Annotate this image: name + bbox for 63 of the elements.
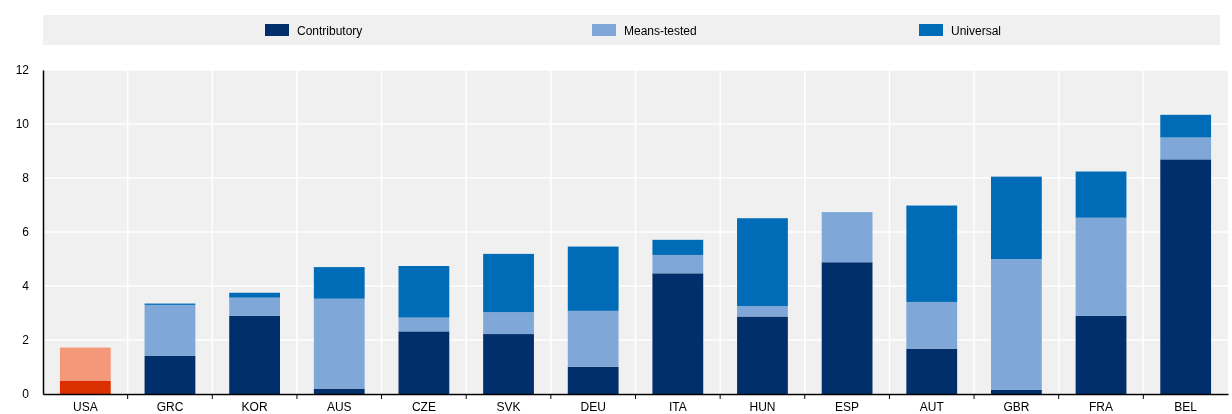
bar — [398, 317, 450, 332]
y-tick-label: 0 — [22, 387, 30, 402]
legend-label: Universal — [951, 24, 1002, 38]
x-tick-label: SVK — [496, 399, 521, 414]
x-tick-label: CZE — [411, 399, 436, 414]
x-tick-label: GRC — [156, 399, 184, 414]
bar — [483, 334, 534, 394]
bar — [398, 266, 450, 318]
bar — [229, 297, 280, 316]
bar — [59, 380, 111, 394]
bar — [737, 218, 788, 306]
bar — [1075, 315, 1127, 394]
bar — [821, 262, 873, 394]
bar — [652, 239, 704, 255]
x-tick-label: KOR — [241, 399, 268, 414]
bar — [991, 176, 1042, 259]
bar — [483, 312, 534, 335]
bar — [144, 304, 196, 356]
bar — [1075, 171, 1127, 218]
y-tick-label: 12 — [15, 63, 30, 78]
bar — [737, 316, 788, 394]
bar — [821, 213, 873, 263]
bar — [483, 253, 534, 313]
bar — [144, 355, 196, 394]
bar — [1160, 137, 1212, 160]
x-tick-label: USA — [72, 399, 98, 414]
x-tick-label: AUS — [326, 399, 352, 414]
bar — [652, 254, 704, 274]
bar — [567, 246, 619, 311]
x-tick-label: GBR — [1003, 399, 1030, 414]
y-tick-label: 10 — [15, 117, 30, 132]
x-tick-label: ITA — [668, 399, 687, 414]
bar — [229, 292, 280, 298]
bar — [1075, 217, 1127, 316]
x-tick-label: HUN — [749, 399, 776, 414]
x-tick-label: BEL — [1174, 399, 1198, 414]
bar — [1160, 159, 1212, 394]
bar — [737, 305, 788, 317]
legend-label: Means-tested — [624, 24, 697, 38]
x-tick-label: AUT — [919, 399, 945, 414]
x-tick-label: ESP — [835, 399, 860, 414]
bar — [59, 347, 111, 381]
x-tick-label: DEU — [580, 399, 606, 414]
y-tick-label: 4 — [22, 279, 30, 294]
bar — [229, 315, 280, 394]
y-tick-label: 8 — [22, 171, 30, 186]
bar — [906, 348, 958, 394]
x-tick-label: FRA — [1089, 399, 1114, 414]
bar — [906, 205, 958, 302]
bar — [991, 389, 1042, 394]
bar — [313, 267, 365, 299]
y-tick-label: 2 — [22, 333, 30, 348]
bar — [906, 301, 958, 349]
bar — [991, 259, 1042, 390]
bar — [1160, 114, 1212, 138]
bar — [652, 273, 704, 394]
bar — [313, 298, 365, 389]
y-tick-label: 6 — [22, 225, 30, 240]
bar — [567, 366, 619, 394]
bar — [313, 388, 365, 394]
legend-label: Contributory — [297, 24, 363, 38]
bar — [567, 310, 619, 367]
bar — [398, 331, 450, 394]
